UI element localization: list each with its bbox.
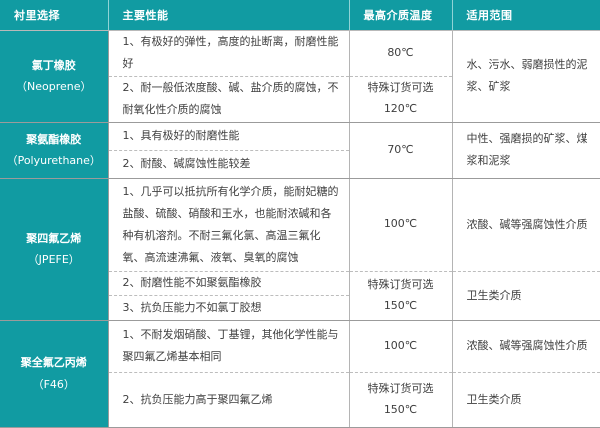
scope-item: 浓酸、碱等强腐蚀性介质 <box>453 179 600 272</box>
temperature-cell-neoprene: 80℃ 特殊订货可选 120℃ <box>349 30 452 122</box>
temperature-cell-f46: 100℃ 特殊订货可选 150℃ <box>349 320 452 427</box>
scope-item: 中性、强磨损的矿浆、煤浆和泥浆 <box>453 123 600 178</box>
material-name-en: （JPEFE） <box>2 249 106 270</box>
scope-cell-f46: 浓酸、碱等强腐蚀性介质 卫生类介质 <box>452 320 600 427</box>
temperature-cell-polyurethane: 70℃ <box>349 122 452 178</box>
performance-item: 1、几乎可以抵抗所有化学介质，能耐妃糖的盐酸、硫酸、硝酸和王水，也能耐浓碱和各种… <box>109 179 349 272</box>
temperature-item: 70℃ <box>350 123 452 178</box>
material-name-en: （Polyurethane） <box>2 150 106 171</box>
table-row: 聚四氟乙烯 （JPEFE） 1、几乎可以抵抗所有化学介质，能耐妃糖的盐酸、硫酸、… <box>0 178 600 320</box>
performance-cell-polyurethane: 1、具有极好的耐磨性能 2、耐酸、碱腐蚀性能较差 <box>108 122 349 178</box>
material-cell-f46: 聚全氟乙丙烯 （F46） <box>0 320 108 427</box>
material-name-en: （F46） <box>2 374 106 395</box>
material-name-cn: 聚氨酯橡胶 <box>26 133 81 146</box>
scope-item: 水、污水、弱磨损性的泥浆、矿浆 <box>453 31 600 122</box>
temperature-cell-jpefe: 100℃ 特殊订货可选 150℃ <box>349 178 452 320</box>
material-name-cn: 氯丁橡胶 <box>32 59 76 72</box>
table-row: 聚氨酯橡胶 （Polyurethane） 1、具有极好的耐磨性能 2、耐酸、碱腐… <box>0 122 600 178</box>
material-name-cn: 聚全氟乙丙烯 <box>21 356 87 369</box>
material-cell-polyurethane: 聚氨酯橡胶 （Polyurethane） <box>0 122 108 178</box>
performance-item: 1、不耐发烟硝酸、丁基锂，其他化学性能与聚四氟乙烯基本相同 <box>109 321 349 373</box>
scope-item: 卫生类介质 <box>453 272 600 320</box>
scope-cell-jpefe: 浓酸、碱等强腐蚀性介质 卫生类介质 <box>452 178 600 320</box>
performance-item: 2、耐一般低浓度酸、碱、盐介质的腐蚀，不耐氧化性介质的腐蚀 <box>109 77 349 122</box>
scope-item: 浓酸、碱等强腐蚀性介质 <box>453 321 600 373</box>
material-name-cn: 聚四氟乙烯 <box>26 232 81 245</box>
performance-cell-f46: 1、不耐发烟硝酸、丁基锂，其他化学性能与聚四氟乙烯基本相同 2、抗负压能力高于聚… <box>108 320 349 427</box>
performance-item: 2、耐磨性能不如聚氨酯橡胶 <box>109 272 349 296</box>
temperature-item: 特殊订货可选 150℃ <box>350 272 452 320</box>
table-header-row: 衬里选择 主要性能 最高介质温度 适用范围 <box>0 0 600 30</box>
material-name-en: （Neoprene） <box>2 76 106 97</box>
performance-item: 3、抗负压能力不如氯丁胶想 <box>109 296 349 320</box>
table-row: 氯丁橡胶 （Neoprene） 1、有极好的弹性，高度的扯断离，耐磨性能好 2、… <box>0 30 600 122</box>
performance-cell-jpefe: 1、几乎可以抵抗所有化学介质，能耐妃糖的盐酸、硫酸、硝酸和王水，也能耐浓碱和各种… <box>108 178 349 320</box>
material-cell-jpefe: 聚四氟乙烯 （JPEFE） <box>0 178 108 320</box>
material-cell-neoprene: 氯丁橡胶 （Neoprene） <box>0 30 108 122</box>
performance-item: 1、具有极好的耐磨性能 <box>109 123 349 151</box>
temperature-item: 特殊订货可选 150℃ <box>350 373 452 427</box>
temperature-item: 100℃ <box>350 179 452 272</box>
performance-item: 2、耐酸、碱腐蚀性能较差 <box>109 151 349 178</box>
column-header-application-scope: 适用范围 <box>452 0 600 30</box>
temperature-item: 80℃ <box>350 31 452 77</box>
column-header-performance: 主要性能 <box>108 0 349 30</box>
column-header-lining: 衬里选择 <box>0 0 108 30</box>
scope-cell-neoprene: 水、污水、弱磨损性的泥浆、矿浆 <box>452 30 600 122</box>
table-row: 聚全氟乙丙烯 （F46） 1、不耐发烟硝酸、丁基锂，其他化学性能与聚四氟乙烯基本… <box>0 320 600 427</box>
performance-cell-neoprene: 1、有极好的弹性，高度的扯断离，耐磨性能好 2、耐一般低浓度酸、碱、盐介质的腐蚀… <box>108 30 349 122</box>
temperature-item: 特殊订货可选 120℃ <box>350 77 452 122</box>
performance-item: 1、有极好的弹性，高度的扯断离，耐磨性能好 <box>109 31 349 77</box>
scope-cell-polyurethane: 中性、强磨损的矿浆、煤浆和泥浆 <box>452 122 600 178</box>
temperature-item: 100℃ <box>350 321 452 373</box>
column-header-max-temperature: 最高介质温度 <box>349 0 452 30</box>
performance-item: 2、抗负压能力高于聚四氟乙烯 <box>109 373 349 427</box>
scope-item: 卫生类介质 <box>453 373 600 427</box>
